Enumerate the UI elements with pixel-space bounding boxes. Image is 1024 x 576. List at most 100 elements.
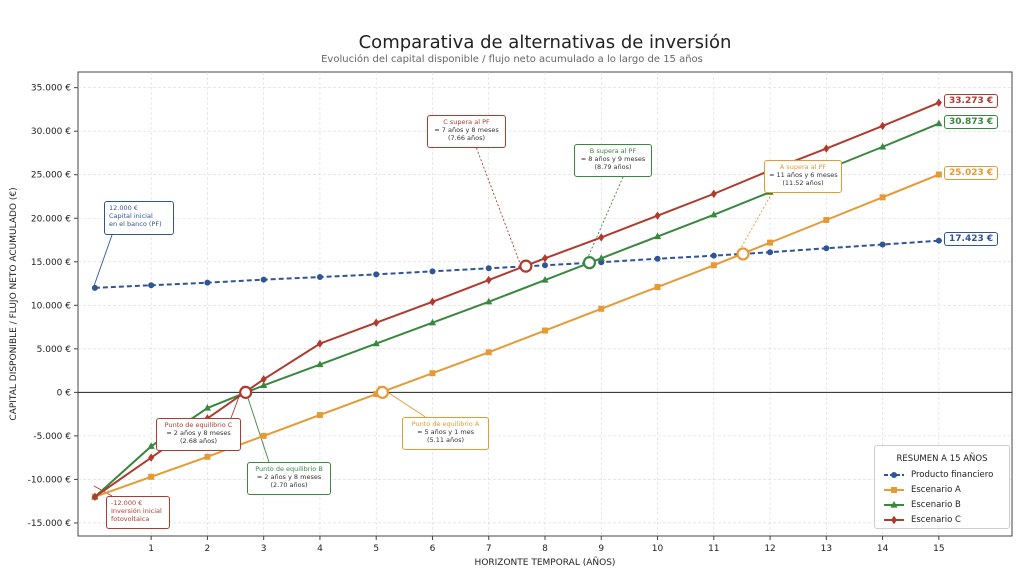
y-tick-label: 10.000 €: [31, 301, 71, 311]
annotation-line: en el banco (PF): [109, 220, 162, 228]
annotation-inversion-inicial: -12.000 € Inversión inicial fotovoltaica: [106, 496, 170, 529]
y-tick-label: 30.000 €: [31, 127, 71, 137]
y-tick-label: 35.000 €: [31, 84, 71, 94]
legend-swatch-marker: [891, 471, 897, 478]
annotation-line: Inversión inicial: [111, 507, 162, 515]
annotation-line: Punto de equilibrio C: [164, 421, 233, 429]
data-point-escenario-a: [935, 171, 942, 178]
data-point-escenario-a: [654, 284, 661, 291]
annotation-line: (11.52 años): [782, 179, 824, 187]
data-point-producto-financiero: [204, 279, 211, 286]
annotation-line: ≈ 11 años y 6 meses: [769, 171, 838, 179]
series-line-producto-financiero: [94, 239, 939, 289]
x-tick-label: 7: [486, 544, 492, 554]
data-point-producto-financiero: [935, 237, 942, 244]
annotation-a-supera: A supera al PF ≈ 11 años y 6 meses (11.52 …: [764, 160, 842, 193]
connector-annotation-equilibrio-b: [243, 385, 270, 463]
data-point-escenario-a: [316, 411, 323, 418]
x-tick-label: 5: [373, 544, 379, 554]
legend-swatch: [884, 471, 904, 478]
annotation-line: ≈ 7 años y 8 meses: [434, 126, 499, 134]
annotation-capital-inicial: 12.000 € Capital inicial en el banco (PF): [104, 201, 174, 235]
x-tick-label: 6: [430, 544, 436, 554]
data-point-escenario-a: [429, 370, 436, 377]
data-point-escenario-b: [541, 276, 549, 283]
annotation-equilibrio-a: Punto de equilibrio A ≈ 5 años y 1 mes (5.…: [402, 417, 489, 450]
y-tick-label: 0 €: [57, 388, 72, 398]
x-tick-label: 2: [205, 544, 211, 554]
legend-item: Escenario B: [875, 497, 1009, 512]
y-tick-label: 5.000 €: [37, 345, 72, 355]
x-tick-label: 13: [821, 544, 832, 554]
data-point-producto-financiero: [91, 284, 98, 291]
data-point-producto-financiero: [767, 249, 774, 256]
data-point-escenario-c: [935, 98, 942, 107]
x-tick-label: 4: [317, 544, 323, 554]
annotation-line: (2.70 años): [270, 481, 308, 489]
data-point-producto-financiero: [260, 276, 267, 283]
data-point-escenario-c: [148, 453, 155, 462]
key-point-breakeven-a: [375, 385, 389, 399]
annotation-line: ≈ 5 años y 1 mes: [416, 428, 475, 436]
data-point-escenario-b: [597, 254, 605, 261]
x-tick-label: 10: [652, 544, 664, 554]
data-point-escenario-a: [260, 432, 267, 439]
annotation-line: (8.79 años): [594, 163, 632, 171]
data-point-escenario-b: [316, 360, 324, 368]
x-tick-label: 3: [261, 544, 267, 554]
key-point-crossover-c: [519, 259, 533, 273]
legend-label: Escenario C: [911, 514, 961, 525]
data-point-escenario-c: [260, 375, 267, 384]
annotation-line: (7.66 años): [447, 134, 486, 142]
annotation-line: (2.68 años): [179, 437, 218, 445]
data-point-producto-financiero: [654, 255, 661, 262]
data-point-escenario-b: [653, 232, 662, 240]
data-point-escenario-a: [598, 305, 605, 312]
data-point-escenario-a: [148, 473, 155, 480]
data-point-escenario-c: [316, 339, 323, 348]
data-point-escenario-b: [935, 119, 943, 127]
annotation-line: A supera al PF: [779, 163, 827, 171]
annotation-line: fotovoltaica: [111, 515, 150, 523]
annotation-line: -12.000 €: [111, 499, 143, 507]
end-value-label: 30.873 €: [944, 114, 999, 129]
data-point-escenario-b: [878, 142, 887, 150]
data-point-producto-financiero: [879, 241, 886, 248]
y-tick-label: -5.000 €: [33, 432, 71, 442]
chart-title: Comparativa de alternativas de inversión: [359, 32, 732, 53]
y-tick-label: 25.000 €: [31, 171, 71, 181]
key-point-breakeven-c: [239, 385, 253, 399]
data-point-producto-financiero: [823, 245, 830, 252]
annotation-equilibrio-c: Punto de equilibrio C ≈ 2 años y 8 meses(…: [156, 418, 241, 451]
connector-annotation-b-supera: [584, 176, 624, 265]
annotation-b-supera: B supera al PF ≈ 8 años y 9 meses (8.79 añ…: [574, 144, 652, 177]
annotation-line: Punto de equilibrio B: [255, 465, 323, 473]
x-tick-label: 12: [764, 544, 775, 554]
legend-item: Escenario C: [875, 512, 1009, 527]
data-point-escenario-b: [485, 297, 493, 305]
annotation-line: Capital inicial: [109, 212, 153, 220]
legend-swatch-marker: [890, 500, 898, 508]
data-point-escenario-b: [147, 442, 155, 449]
data-point-escenario-b: [260, 381, 268, 388]
x-tick-label: 15: [933, 544, 944, 554]
legend-item: Escenario A: [875, 482, 1009, 497]
data-point-escenario-c: [654, 211, 661, 220]
y-tick-label: -10.000 €: [28, 475, 72, 485]
legend-swatch-marker: [891, 515, 897, 524]
data-point-escenario-a: [879, 194, 886, 201]
data-point-producto-financiero: [710, 252, 717, 259]
data-point-producto-financiero: [429, 268, 436, 275]
annotation-line: 12.000 €: [109, 204, 138, 212]
data-point-escenario-c: [429, 297, 436, 307]
legend: RESUMEN A 15 AÑOS Producto financiero Esc…: [874, 445, 1010, 529]
legend-label: Producto financiero: [911, 469, 994, 480]
x-tick-label: 9: [598, 544, 604, 554]
data-point-escenario-b: [372, 339, 380, 347]
data-point-escenario-c: [710, 189, 717, 199]
annotation-c-supera: C supera al PF ≈ 7 años y 8 meses (7.66 añ…: [427, 115, 506, 148]
key-point-crossover-b: [582, 256, 597, 270]
data-point-escenario-b: [710, 210, 718, 218]
x-tick-label: 11: [708, 544, 719, 554]
